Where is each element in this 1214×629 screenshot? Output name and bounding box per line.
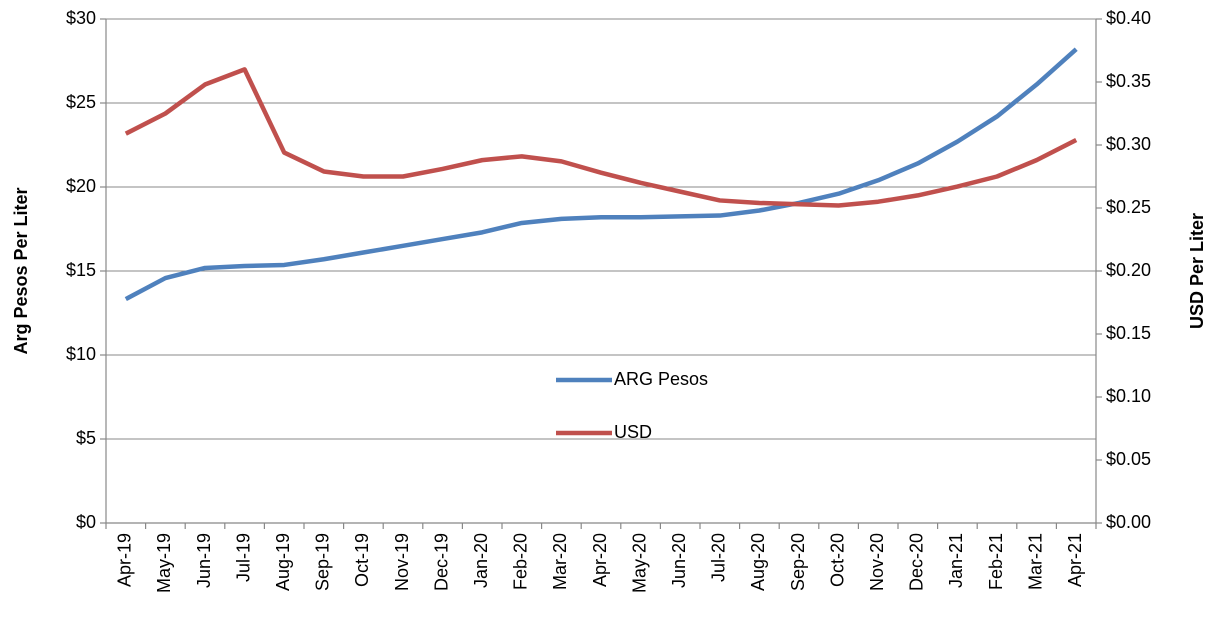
y-axis-title: Arg Pesos Per Liter <box>11 187 31 354</box>
x-tick-label: Sep-19 <box>313 533 333 591</box>
x-tick-label: Aug-20 <box>748 533 768 591</box>
y2-tick-label: $0.30 <box>1106 134 1151 154</box>
x-tick-label: Dec-20 <box>907 533 927 591</box>
x-tick-label: Oct-19 <box>352 533 372 587</box>
y-tick-label: $25 <box>66 92 96 112</box>
y-tick-label: $20 <box>66 176 96 196</box>
x-tick-label: Apr-20 <box>590 533 610 587</box>
y-tick-label: $10 <box>66 344 96 364</box>
y-tick-label: $15 <box>66 260 96 280</box>
x-tick-label: Apr-19 <box>115 533 135 587</box>
x-tick-label: Jul-19 <box>233 533 253 582</box>
x-tick-label: Oct-20 <box>827 533 847 587</box>
y2-tick-label: $0.10 <box>1106 386 1151 406</box>
x-tick-label: Jun-19 <box>194 533 214 588</box>
y2-tick-label: $0.35 <box>1106 71 1151 91</box>
x-tick-label: Apr-21 <box>1065 533 1085 587</box>
y-tick-label: $5 <box>76 428 96 448</box>
x-tick-label: Dec-19 <box>431 533 451 591</box>
y2-tick-label: $0.40 <box>1106 8 1151 28</box>
x-tick-label: Jan-21 <box>946 533 966 588</box>
series-line <box>124 67 1078 208</box>
x-tick-label: Nov-19 <box>392 533 412 591</box>
x-tick-label: Mar-21 <box>1025 533 1045 590</box>
x-tick-label: Jan-20 <box>471 533 491 588</box>
y2-tick-label: $0.20 <box>1106 260 1151 280</box>
legend-label: ARG Pesos <box>614 369 708 389</box>
y-tick-label: $0 <box>76 512 96 532</box>
x-tick-label: Mar-20 <box>550 533 570 590</box>
x-tick-label: Jun-20 <box>669 533 689 588</box>
y2-tick-label: $0.00 <box>1106 512 1151 532</box>
x-tick-label: Feb-21 <box>986 533 1006 590</box>
legend-label: USD <box>614 422 652 442</box>
y2-axis-title: USD Per Liter <box>1187 213 1207 329</box>
x-tick-label: Jul-20 <box>709 533 729 582</box>
y2-tick-label: $0.15 <box>1106 323 1151 343</box>
x-tick-label: May-20 <box>629 533 649 593</box>
y2-tick-label: $0.25 <box>1106 197 1151 217</box>
x-tick-label: Sep-20 <box>788 533 808 591</box>
y-tick-label: $30 <box>66 8 96 28</box>
series-line <box>124 47 1078 302</box>
x-tick-label: May-19 <box>154 533 174 593</box>
y2-tick-label: $0.05 <box>1106 449 1151 469</box>
x-tick-label: Feb-20 <box>511 533 531 590</box>
x-tick-label: Aug-19 <box>273 533 293 591</box>
x-tick-label: Nov-20 <box>867 533 887 591</box>
